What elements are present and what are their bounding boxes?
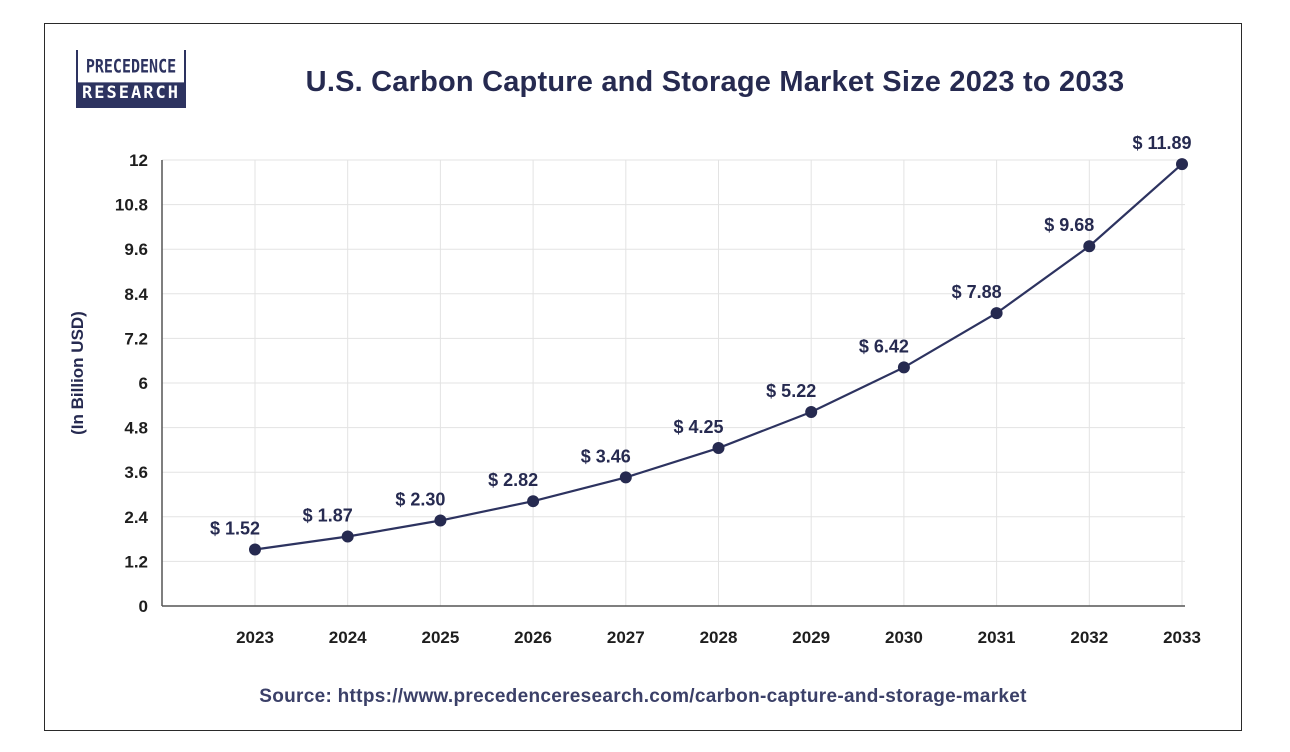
y-tick-label: 1.2 bbox=[124, 552, 148, 571]
source-caption: Source: https://www.precedenceresearch.c… bbox=[259, 686, 1027, 707]
y-tick-label: 6 bbox=[139, 374, 148, 393]
data-label: $ 11.89 bbox=[1132, 133, 1191, 153]
x-tick-label: 2032 bbox=[1070, 628, 1108, 647]
y-tick-label: 9.6 bbox=[124, 240, 148, 259]
y-axis-title: (In Billion USD) bbox=[68, 311, 87, 435]
x-tick-label: 2024 bbox=[329, 628, 367, 647]
y-tick-label: 3.6 bbox=[124, 463, 148, 482]
y-tick-label: 8.4 bbox=[124, 285, 148, 304]
y-tick-label: 10.8 bbox=[115, 196, 148, 215]
data-point bbox=[805, 405, 818, 418]
x-tick-label: 2023 bbox=[236, 628, 274, 647]
grid-layer bbox=[162, 159, 1185, 606]
data-point bbox=[341, 530, 354, 543]
logo-line-1: PRECEDENCE bbox=[78, 48, 184, 83]
chart-frame bbox=[44, 23, 1242, 731]
data-point bbox=[619, 471, 632, 484]
data-labels: $ 1.52 $ 1.87 $ 2.30 $ 2.82 $ 3.46 $ 4.25 $ 5.… bbox=[210, 133, 1192, 538]
data-point bbox=[1083, 240, 1096, 253]
chart-title: U.S. Carbon Capture and Storage Market S… bbox=[305, 66, 1125, 98]
y-tick-label: 0 bbox=[139, 597, 148, 616]
data-label: $ 6.42 bbox=[859, 336, 909, 356]
data-label: $ 2.30 bbox=[395, 490, 445, 510]
data-point bbox=[1176, 158, 1188, 171]
y-tick-label: 2.4 bbox=[124, 508, 148, 527]
x-tick-label: 2027 bbox=[607, 628, 645, 647]
data-point bbox=[434, 514, 447, 527]
data-label: $ 9.68 bbox=[1044, 215, 1094, 235]
y-tick-label: 4.8 bbox=[124, 419, 148, 438]
x-tick-label: 2033 bbox=[1163, 628, 1201, 647]
data-point bbox=[249, 543, 261, 556]
data-label: $ 7.88 bbox=[952, 282, 1002, 302]
data-label: $ 3.46 bbox=[581, 446, 631, 466]
x-tick-labels: 2023 2024 2025 2026 2027 2028 2029 2030 2031 2032… bbox=[236, 628, 1201, 647]
y-tick-label: 7.2 bbox=[124, 329, 148, 348]
data-point bbox=[990, 307, 1003, 320]
x-tick-label: 2026 bbox=[514, 628, 552, 647]
data-label: $ 1.87 bbox=[303, 505, 353, 525]
x-tick-label: 2028 bbox=[700, 628, 738, 647]
data-label: $ 1.52 bbox=[210, 519, 260, 539]
precedence-research-logo: PRECEDENCE RESEARCH bbox=[76, 48, 186, 108]
axis-layer bbox=[161, 160, 1185, 607]
data-label: $ 4.25 bbox=[673, 417, 723, 437]
data-point bbox=[527, 495, 540, 508]
data-label: $ 2.82 bbox=[488, 470, 538, 490]
x-tick-label: 2025 bbox=[421, 628, 459, 647]
logo-line-2: RESEARCH bbox=[78, 79, 184, 106]
series-layer bbox=[249, 158, 1188, 556]
x-tick-label: 2029 bbox=[792, 628, 830, 647]
y-tick-labels: 0 1.2 2.4 3.6 4.8 6 7.2 8.4 9.6 10.8 12 bbox=[115, 151, 149, 616]
x-tick-label: 2031 bbox=[978, 628, 1016, 647]
data-point bbox=[712, 442, 725, 455]
y-tick-label: 12 bbox=[129, 151, 148, 170]
data-label: $ 5.22 bbox=[766, 381, 816, 401]
data-point bbox=[897, 361, 910, 374]
x-tick-label: 2030 bbox=[885, 628, 923, 647]
